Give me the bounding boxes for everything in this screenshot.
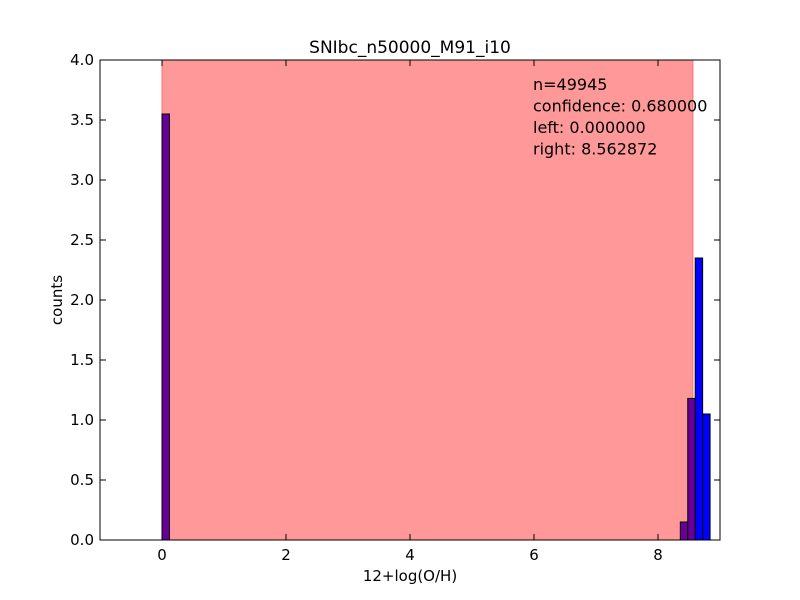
x-tick-label: 8 [653, 546, 663, 564]
y-tick-label: 2.5 [70, 231, 94, 249]
x-tick-label: 6 [529, 546, 539, 564]
y-ticks: 0.0 0.5 1.0 1.5 2.0 2.5 3.0 3.5 4.0 [70, 51, 720, 549]
annotation-line: left: 0.000000 [533, 118, 646, 137]
x-tick-label: 2 [281, 546, 291, 564]
histogram-bar [687, 397, 696, 541]
chart-title: SNIbc_n50000_M91_i10 [309, 38, 511, 58]
annotation-block: n=49945 confidence: 0.680000 left: 0.00000… [533, 75, 707, 159]
histogram-bar [702, 413, 711, 541]
histogram-bar [694, 257, 704, 541]
y-tick-label: 3.0 [70, 171, 94, 189]
confidence-region-layer [161, 60, 694, 540]
x-ticks: 0 2 4 6 8 [157, 60, 663, 564]
annotation-line: n=49945 [533, 75, 607, 94]
y-tick-label: 1.0 [70, 411, 94, 429]
annotation-line: right: 8.562872 [533, 140, 657, 159]
histogram-bar [679, 521, 689, 541]
bars-layer [161, 113, 711, 541]
x-tick-label: 4 [405, 546, 415, 564]
y-tick-label: 0.0 [70, 531, 94, 549]
y-tick-label: 3.5 [70, 111, 94, 129]
x-axis-label: 12+log(O/H) [363, 567, 457, 585]
y-axis-label: counts [48, 275, 66, 325]
confidence-region [162, 60, 693, 540]
y-tick-label: 0.5 [70, 471, 94, 489]
x-tick-label: 0 [157, 546, 167, 564]
y-tick-label: 1.5 [70, 351, 94, 369]
y-tick-label: 2.0 [70, 291, 94, 309]
histogram-bar [161, 113, 170, 541]
annotation-line: confidence: 0.680000 [533, 97, 707, 116]
y-tick-label: 4.0 [70, 51, 94, 69]
